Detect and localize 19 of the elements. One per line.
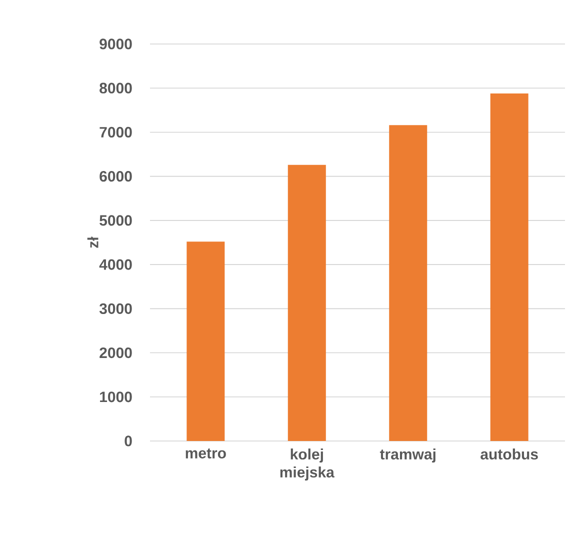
- y-tick-label: 9000: [100, 38, 132, 50]
- y-tick-label: 4000: [99, 259, 132, 270]
- y-axis-title: zł: [87, 236, 98, 248]
- x-tick-label: autobus: [480, 448, 538, 460]
- x-tick-label: tramwaj: [380, 448, 436, 463]
- bar: [389, 125, 428, 441]
- y-tick-label: 3000: [99, 303, 132, 314]
- bar: [186, 242, 225, 441]
- x-tick-label: kolej miejska: [280, 448, 335, 481]
- y-tick-label: 0: [124, 436, 132, 446]
- x-tick-label: metro: [186, 448, 226, 458]
- y-tick-label: 6000: [100, 171, 132, 182]
- y-tick-label: 1000: [100, 392, 132, 402]
- bar: [288, 164, 326, 441]
- y-tick-label: 7000: [100, 126, 132, 138]
- bar: [490, 93, 528, 441]
- y-tick-label: 2000: [100, 347, 132, 358]
- y-tick-label: 8000: [100, 82, 132, 94]
- y-tick-label: 5000: [100, 215, 132, 226]
